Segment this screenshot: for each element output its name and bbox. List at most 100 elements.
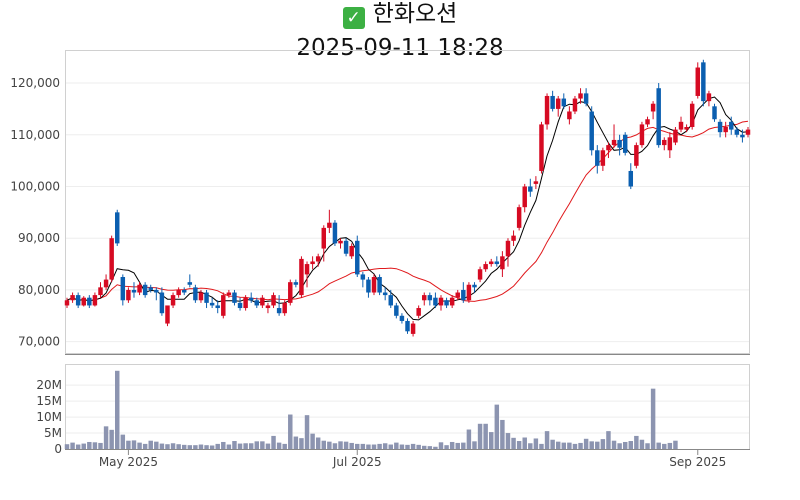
volume-panel-frame — [65, 364, 750, 450]
candle-body — [159, 292, 165, 314]
candle — [645, 116, 650, 127]
candle — [622, 132, 628, 156]
candle — [377, 274, 382, 296]
candle-body — [315, 256, 321, 262]
volume-bar — [321, 440, 327, 449]
volume-bar — [187, 445, 193, 449]
volume-bar — [639, 439, 645, 449]
candle-body — [165, 305, 170, 324]
candle — [701, 59, 706, 107]
candle-body — [75, 295, 81, 306]
candle-body — [472, 284, 477, 288]
volume-bar — [650, 388, 656, 449]
candle — [321, 225, 327, 262]
candle-body — [533, 181, 539, 184]
candle — [276, 295, 282, 316]
volume-bar — [193, 445, 198, 449]
volume-bar — [567, 442, 572, 449]
candle — [64, 297, 70, 309]
candle-body — [232, 292, 237, 303]
volume-bar — [673, 440, 678, 449]
candle — [650, 101, 656, 120]
candle — [226, 289, 232, 298]
candle-body — [399, 315, 405, 321]
volume-bar — [366, 444, 371, 449]
candle-body — [98, 287, 103, 296]
volume-bar — [181, 444, 187, 449]
volume-bar — [115, 370, 120, 449]
candle — [561, 93, 567, 109]
volume-bar — [394, 442, 399, 449]
candle-body — [254, 300, 260, 306]
volume-bar — [483, 423, 488, 449]
candle — [221, 292, 226, 319]
price-tick-label: 70,000 — [18, 335, 60, 349]
candle — [689, 101, 695, 130]
candles-layer — [64, 59, 751, 337]
candle — [723, 121, 728, 138]
candle-body — [706, 93, 712, 102]
volume-tick-label: 0 — [54, 442, 62, 456]
volume-bar — [254, 441, 260, 449]
ma-short-line — [66, 96, 749, 321]
volume-bar — [349, 442, 354, 449]
candle — [717, 119, 723, 138]
volume-bar — [645, 443, 650, 449]
volume-bar — [131, 440, 137, 449]
candle — [544, 93, 550, 130]
candle — [248, 292, 254, 303]
volume-bar — [595, 441, 600, 449]
candle-body — [689, 103, 695, 127]
candle-body — [494, 261, 500, 265]
candle-body — [109, 238, 114, 280]
volume-bar — [472, 441, 477, 449]
candle — [338, 238, 343, 249]
volume-bar — [282, 443, 287, 449]
ma-long-line — [66, 120, 749, 302]
volume-bar — [103, 426, 109, 449]
candle — [639, 121, 645, 148]
candle-body — [645, 119, 650, 125]
candle-body — [299, 258, 304, 296]
volume-bar — [500, 419, 505, 449]
volume-bar — [382, 443, 388, 449]
x-axis: May 2025 Jul 2025 Sep 2025 — [99, 449, 726, 469]
candle — [483, 261, 488, 272]
candle — [366, 277, 371, 298]
candle-body — [544, 95, 550, 125]
candle-body — [103, 279, 109, 288]
candle — [148, 284, 153, 293]
candle-body — [505, 240, 511, 257]
volume-bar — [449, 441, 455, 449]
candle — [170, 292, 176, 309]
volume-bar — [355, 443, 360, 449]
candle — [410, 320, 416, 337]
candle — [293, 279, 299, 288]
volume-bar — [288, 414, 293, 449]
candle — [405, 318, 410, 334]
volume-bar — [528, 443, 533, 449]
volume-bar — [148, 440, 153, 449]
candle-body — [550, 95, 555, 109]
candle-body — [248, 297, 254, 301]
candle-body — [87, 297, 92, 306]
volume-bar — [243, 443, 248, 449]
volume-bar — [360, 443, 366, 449]
candle — [422, 292, 427, 306]
volume-bar — [170, 443, 176, 449]
candle-body — [477, 269, 483, 280]
volume-bar — [64, 444, 70, 449]
volume-bar — [209, 445, 215, 449]
volume-bar — [248, 443, 254, 449]
volume-bar — [578, 442, 583, 449]
candle-body — [176, 289, 181, 296]
candle-body — [583, 93, 589, 104]
candle-body — [438, 297, 444, 306]
candle-body — [377, 277, 382, 293]
candle-body — [81, 297, 86, 306]
volume-bar — [120, 434, 126, 449]
candle — [109, 235, 114, 283]
volume-bar — [87, 441, 92, 449]
candle — [494, 256, 500, 267]
